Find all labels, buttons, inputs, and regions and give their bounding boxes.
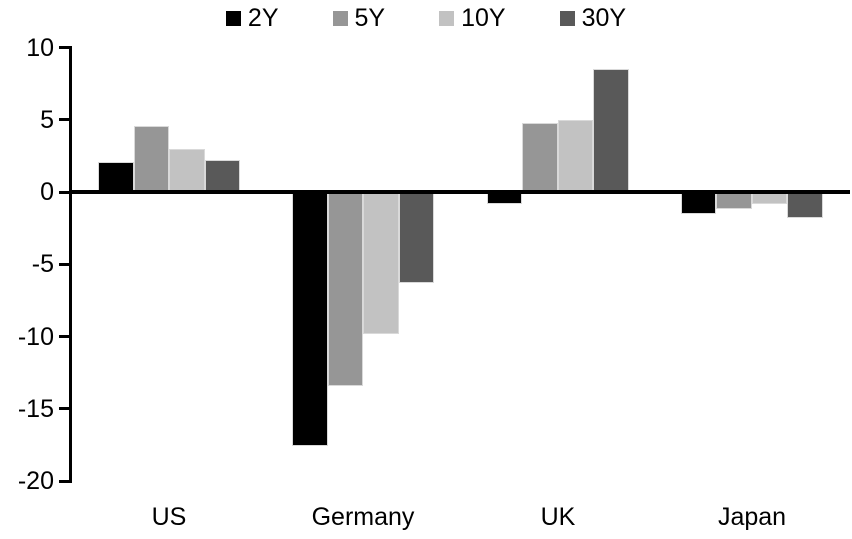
legend-item-10y: 10Y [439, 4, 506, 32]
bar-us-2y [98, 161, 134, 192]
legend-swatch-2y [225, 11, 241, 26]
bar-uk-10y [557, 119, 594, 193]
y-axis-tick [59, 46, 70, 49]
legend-item-30y: 30Y [559, 4, 627, 32]
bar-germany-2y [292, 192, 328, 447]
bar-germany-5y [327, 192, 364, 386]
legend-label-30y: 30Y [581, 4, 627, 32]
bar-germany-10y [363, 192, 399, 334]
y-tick-label: -20 [17, 467, 54, 495]
y-axis-tick [59, 263, 70, 266]
bar-us-5y [133, 125, 170, 192]
bar-uk-5y [522, 122, 558, 192]
bar-us-30y [204, 160, 241, 192]
bar-germany-30y [398, 192, 435, 283]
y-tick-label: -10 [17, 323, 54, 351]
y-axis-line [69, 46, 72, 483]
y-tick-label: -5 [31, 250, 54, 278]
y-axis-tick [59, 118, 70, 121]
bar-japan-2y [680, 192, 717, 214]
bar-us-10y [169, 148, 205, 192]
legend-label-5y: 5Y [354, 4, 386, 32]
legend-swatch-10y [439, 11, 455, 26]
bar-uk-30y [593, 69, 629, 192]
chart-legend: 2Y 5Y 10Y 30Y [0, 6, 852, 31]
y-tick-label: 0 [40, 178, 54, 206]
y-axis-tick [59, 407, 70, 410]
category-label-japan: Japan [717, 503, 787, 531]
legend-swatch-5y [332, 11, 348, 26]
category-label-uk: UK [540, 503, 576, 531]
y-tick-label: 10 [26, 34, 54, 62]
y-tick-label: -15 [17, 395, 54, 423]
category-label-us: US [151, 503, 187, 531]
legend-swatch-30y [559, 11, 575, 26]
legend-item-5y: 5Y [332, 4, 386, 32]
legend-label-10y: 10Y [461, 4, 506, 32]
y-axis-tick [59, 335, 70, 338]
y-tick-label: 5 [40, 106, 54, 134]
bar-japan-5y [716, 192, 752, 210]
category-label-germany: Germany [311, 503, 415, 531]
zero-baseline [69, 190, 850, 194]
y-axis-tick [59, 191, 70, 194]
y-axis-tick [59, 480, 70, 483]
legend-item-2y: 2Y [225, 4, 279, 32]
bar-japan-30y [787, 192, 823, 218]
legend-label-2y: 2Y [247, 4, 279, 32]
